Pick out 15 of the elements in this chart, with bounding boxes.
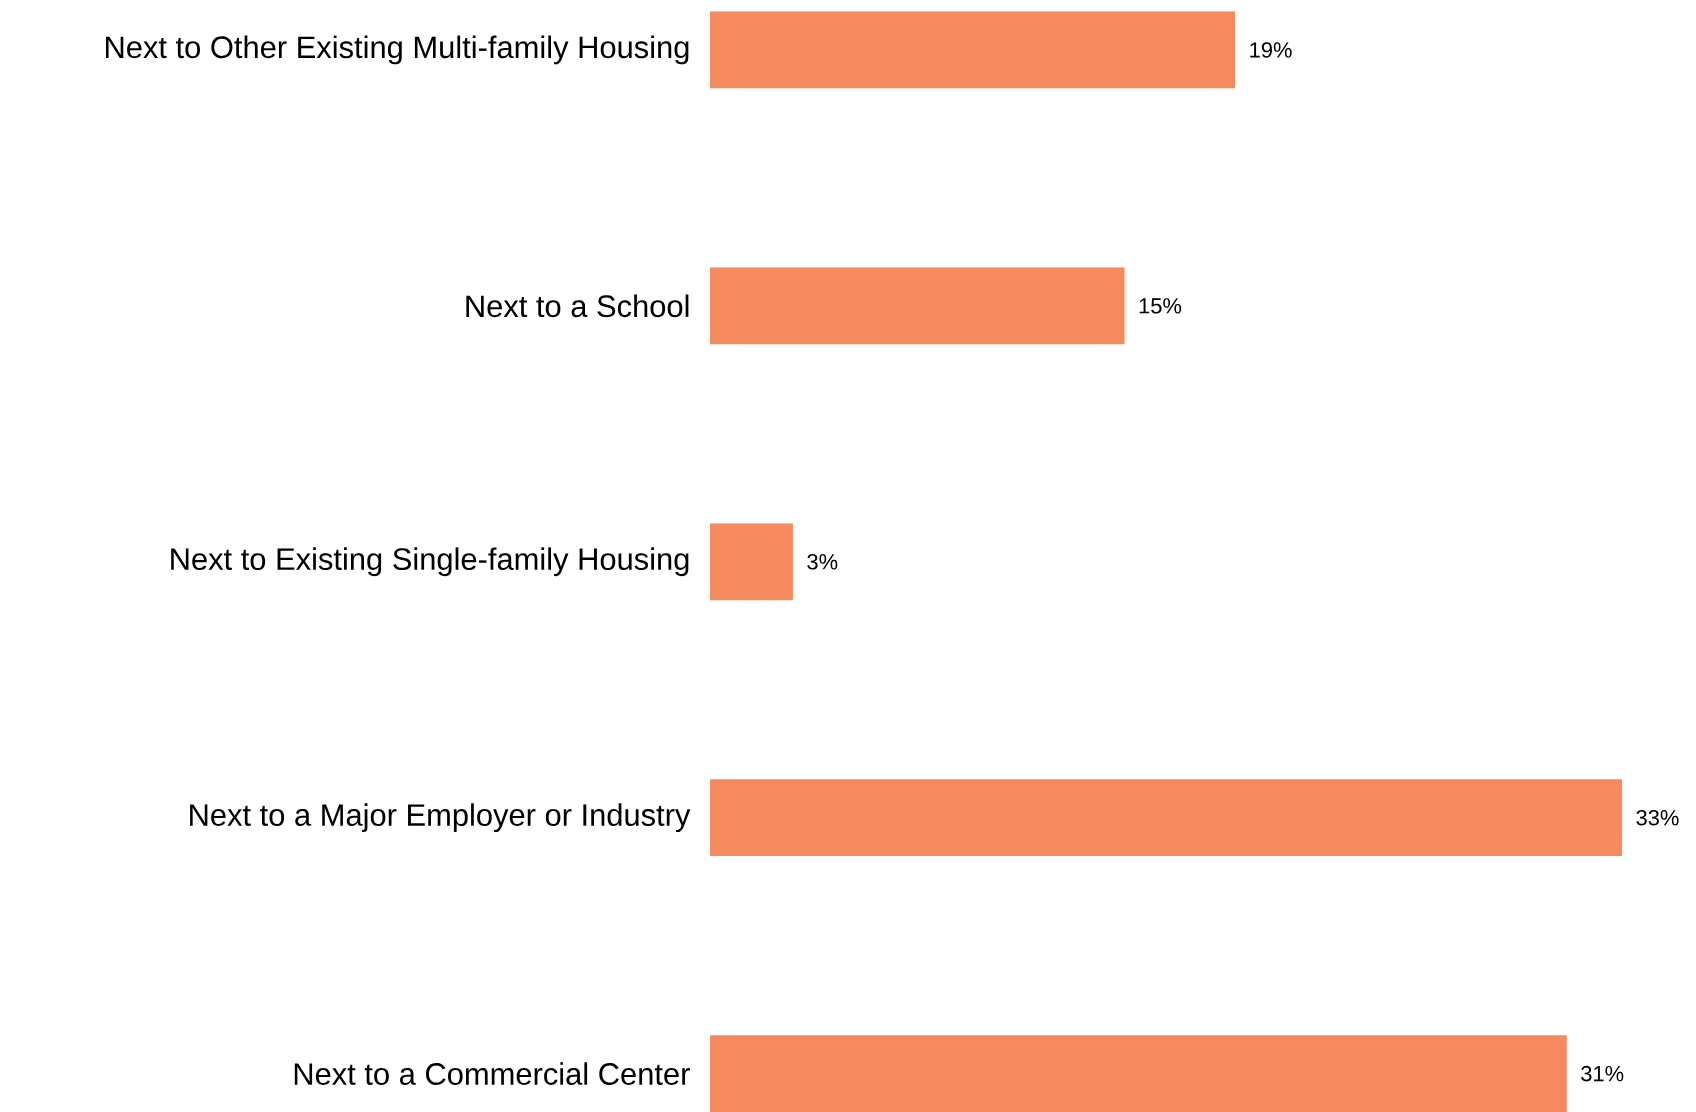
bar [710, 267, 1125, 345]
y-tick-label: Next to Other Existing Multi-family Housing [106, 35, 689, 65]
y-tick-label: Next to a Major Employer or Industry [190, 803, 691, 833]
y-tick-label: Next to Existing Single-family Housing [171, 547, 689, 577]
y-tick-label: Next to a Commercial Center [294, 1062, 690, 1085]
bar [710, 779, 1623, 857]
y-tick-label: Next to a School [466, 294, 689, 318]
data-label: 33% [1636, 809, 1679, 826]
bar [710, 523, 793, 601]
bar [710, 11, 1236, 89]
data-label: 15% [1139, 298, 1182, 314]
data-label: 3% [807, 554, 838, 570]
bar [710, 1035, 1567, 1112]
data-label: 19% [1250, 42, 1292, 58]
data-label: 31% [1581, 1065, 1624, 1082]
